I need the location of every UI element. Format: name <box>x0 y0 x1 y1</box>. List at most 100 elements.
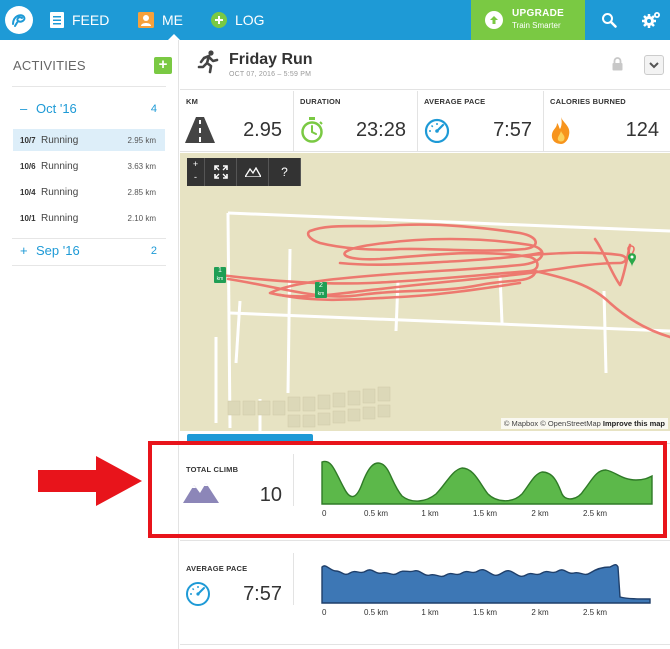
month-count: 4 <box>150 102 157 115</box>
activity-menu-button[interactable] <box>644 55 664 75</box>
month-group-oct[interactable]: – Oct '16 4 <box>20 101 166 116</box>
highlight-box-annotation <box>148 441 667 538</box>
lock-icon[interactable] <box>612 57 623 71</box>
elevation-chart: 0 0.5 km 1 km 1.5 km 2 km 2.5 km <box>321 460 653 518</box>
activity-date: 10/1 <box>20 213 36 223</box>
profile-tab[interactable] <box>187 434 313 443</box>
add-activity-button[interactable]: + <box>154 57 172 74</box>
activity-distance: 2.10 km <box>127 213 156 223</box>
activity-row[interactable]: 10/6 Running 3.63 km <box>13 155 165 177</box>
activity-distance: 2.85 km <box>127 187 156 197</box>
tick-label: 2 km <box>531 509 549 518</box>
runner-icon <box>197 50 219 74</box>
tick-label: 0.5 km <box>364 509 388 518</box>
stat-value: 23:28 <box>355 119 406 141</box>
speedometer-icon <box>186 582 210 606</box>
terrain-button[interactable] <box>237 158 269 186</box>
user-icon <box>138 12 154 28</box>
km-marker-unit: km <box>216 276 224 282</box>
stat-duration: DURATION 23:28 <box>294 91 418 152</box>
tick-label: 1.5 km <box>473 608 497 617</box>
divider <box>12 265 166 266</box>
tick-label: 0 <box>322 509 327 518</box>
stat-label: AVERAGE PACE <box>424 97 486 106</box>
stat-label: CALORIES BURNED <box>550 97 626 106</box>
tick-label: 0.5 km <box>364 608 388 617</box>
chevron-down-icon <box>649 61 659 68</box>
improve-map-link[interactable]: Improve this map <box>602 419 665 428</box>
divider <box>12 86 166 87</box>
activity-date: 10/4 <box>20 187 36 197</box>
tick-label: 1 km <box>421 509 439 518</box>
top-nav-bar: FEED ME LOG UPGRADE Train Smarter <box>0 0 670 40</box>
month-count: 2 <box>150 244 157 257</box>
map-attribution: © Mapbox © OpenStreetMap Improve this ma… <box>500 418 668 429</box>
activity-date: 10/6 <box>20 161 36 171</box>
divider <box>293 454 294 506</box>
profile-area <box>321 460 653 505</box>
upgrade-button[interactable]: UPGRADE Train Smarter <box>471 0 585 40</box>
expand-icon: + <box>20 243 28 258</box>
stats-bar: KM 2.95 DURATION 23:28 AVERAGE PACE 7:57… <box>180 91 670 152</box>
stat-label: DURATION <box>300 97 341 106</box>
km-marker-number: 1 <box>218 267 222 274</box>
profile-value: 10 <box>259 484 282 506</box>
flame-icon <box>551 117 570 144</box>
app-logo[interactable] <box>0 0 37 40</box>
map-controls: + - ? <box>187 158 301 186</box>
activity-title: Friday Run <box>229 51 313 68</box>
zoom-in-button[interactable]: + <box>192 159 199 169</box>
active-tab-indicator <box>168 34 180 40</box>
month-label: Sep '16 <box>36 243 80 258</box>
divider <box>12 238 166 239</box>
nav-log[interactable]: LOG <box>211 0 265 40</box>
zoom-out-button[interactable]: - <box>194 172 197 182</box>
total-climb-row: TOTAL CLIMB 10 0 0.5 km 1 km 1.5 km 2 km 2.5 … <box>180 454 670 518</box>
divider <box>180 644 670 645</box>
activity-detail: Friday Run OCT 07, 2016 – 5:59 PM KM 2.9… <box>180 40 670 649</box>
nav-me[interactable]: ME <box>138 0 183 40</box>
pace-chart: 0 0.5 km 1 km 1.5 km 2 km 2.5 km <box>321 564 651 617</box>
map-canvas <box>214 211 670 431</box>
nav-feed[interactable]: FEED <box>50 0 109 40</box>
road-icon <box>185 117 215 143</box>
stat-distance: KM 2.95 <box>180 91 294 152</box>
divider <box>180 540 670 541</box>
help-button[interactable]: ? <box>269 158 301 186</box>
activity-header: Friday Run OCT 07, 2016 – 5:59 PM <box>180 40 670 90</box>
mountain-icon <box>244 167 261 177</box>
km-marker[interactable]: 2 km <box>315 282 327 298</box>
mountain-icon <box>183 483 219 503</box>
stat-value: 7:57 <box>493 119 532 141</box>
activity-row[interactable]: 10/1 Running 2.10 km <box>13 207 165 229</box>
tick-label: 1 km <box>421 608 439 617</box>
tick-label: 1.5 km <box>473 509 497 518</box>
km-marker[interactable]: 1 km <box>214 267 226 283</box>
sidebar-heading: ACTIVITIES <box>13 58 86 73</box>
upgrade-subtitle: Train Smarter <box>512 21 561 30</box>
nav-feed-label: FEED <box>72 12 110 28</box>
stat-value: 2.95 <box>243 119 282 141</box>
profile-label: AVERAGE PACE <box>186 564 248 573</box>
route-map[interactable]: 1 km 2 km + - ? © Mapbox © OpenStreetMap <box>180 153 670 431</box>
activities-sidebar: ACTIVITIES + – Oct '16 4 10/7 Running 2.… <box>0 40 179 649</box>
activity-row[interactable]: 10/7 Running 2.95 km <box>13 129 165 151</box>
logo-icon <box>4 6 33 34</box>
zoom-controls: + - <box>187 158 205 186</box>
plus-circle-icon <box>211 12 227 28</box>
stopwatch-icon <box>301 117 323 143</box>
fullscreen-button[interactable] <box>205 158 237 186</box>
settings-button[interactable] <box>637 0 667 40</box>
search-button[interactable] <box>594 0 624 40</box>
month-group-sep[interactable]: + Sep '16 2 <box>20 243 166 258</box>
gear-icon <box>642 12 660 28</box>
average-pace-row: AVERAGE PACE 7:57 0 0.5 km 1 km 1.5 km 2 km 2… <box>180 553 670 617</box>
stat-value: 124 <box>625 119 659 141</box>
profile-area <box>321 564 651 604</box>
km-marker-unit: km <box>317 291 325 297</box>
nav-log-label: LOG <box>235 12 265 28</box>
activity-row[interactable]: 10/4 Running 2.85 km <box>13 181 165 203</box>
activity-distance: 3.63 km <box>127 161 156 171</box>
stat-calories: CALORIES BURNED 124 <box>544 91 670 152</box>
